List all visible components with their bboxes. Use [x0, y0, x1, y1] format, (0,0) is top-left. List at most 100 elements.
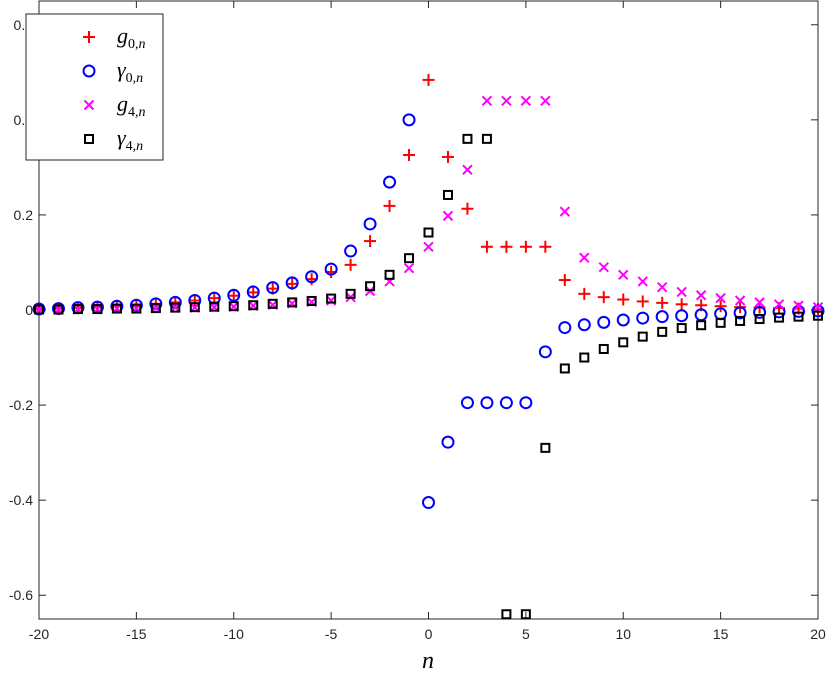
data-point [616, 313, 630, 327]
data-point [676, 323, 687, 334]
data-point [598, 262, 609, 273]
data-point [696, 320, 707, 331]
data-point [520, 609, 531, 620]
data-point [247, 286, 260, 299]
data-point [577, 318, 591, 332]
data-point [714, 300, 727, 313]
data-point [363, 217, 377, 231]
data-point [344, 244, 358, 258]
data-point [32, 302, 46, 316]
data-point [675, 309, 689, 323]
data-point [812, 301, 824, 313]
data-point [811, 304, 825, 318]
data-point [657, 326, 668, 337]
data-point [578, 287, 591, 300]
data-point [538, 345, 552, 359]
x-axis-label: n [422, 648, 434, 674]
data-point [228, 301, 239, 312]
data-point [462, 133, 473, 144]
data-point [227, 289, 240, 302]
data-point [442, 189, 453, 200]
data-point [715, 292, 726, 304]
data-point [501, 609, 512, 620]
series-1 [32, 113, 825, 510]
legend-marker [84, 134, 94, 144]
data-point [441, 150, 454, 163]
data-point [248, 300, 259, 311]
data-point [636, 311, 650, 325]
data-point [558, 274, 571, 287]
data-point [793, 300, 804, 311]
data-point [500, 240, 513, 253]
data-point [481, 95, 493, 107]
data-point [597, 291, 610, 304]
data-point [53, 304, 64, 315]
data-point [558, 321, 572, 335]
data-point [246, 285, 260, 299]
data-point [111, 303, 122, 314]
data-point [540, 95, 551, 107]
data-point [422, 496, 435, 510]
data-point [754, 297, 765, 308]
x-tick-label: 0 [425, 626, 433, 642]
data-point [734, 295, 746, 306]
y-tick-label: 0 [25, 302, 33, 318]
data-point [383, 175, 397, 189]
data-point [72, 304, 83, 315]
data-point [656, 296, 669, 309]
data-point [655, 310, 669, 324]
data-point [579, 352, 590, 363]
data-point [344, 258, 357, 271]
legend-marker [82, 64, 96, 78]
x-tick-label: -10 [224, 626, 244, 642]
data-point [306, 295, 317, 306]
data-point [597, 315, 611, 329]
data-point [365, 281, 376, 292]
data-point [637, 331, 648, 342]
data-point [636, 295, 649, 308]
data-point [519, 396, 533, 410]
data-point [403, 149, 416, 162]
data-point [793, 311, 804, 322]
legend-marker [83, 31, 95, 43]
data-point [499, 396, 513, 410]
data-point [209, 301, 220, 312]
series-3 [34, 133, 823, 620]
data-point [402, 113, 416, 127]
data-point [675, 298, 688, 311]
data-point [715, 317, 726, 328]
y-tick-label: -0.2 [9, 397, 33, 413]
data-point [773, 299, 785, 310]
data-point [676, 286, 687, 298]
legend-entry: γ4,n [117, 125, 143, 154]
data-point [422, 73, 435, 86]
data-point [423, 227, 434, 238]
data-point [733, 306, 747, 320]
data-point [189, 302, 200, 313]
x-tick-label: -20 [29, 626, 49, 642]
data-point [540, 442, 551, 453]
data-point [285, 276, 299, 290]
y-tick-label: -0.4 [9, 492, 33, 508]
data-point [618, 269, 629, 281]
legend-entry: γ0,n [117, 57, 143, 86]
data-point [92, 304, 103, 315]
data-point [735, 315, 746, 326]
data-point [345, 288, 356, 299]
data-point [753, 305, 767, 319]
x-tick-label: 20 [810, 626, 826, 642]
data-point [695, 290, 707, 301]
x-tick-label: 10 [615, 626, 631, 642]
data-point [598, 343, 609, 354]
data-point [637, 276, 648, 287]
data-point [34, 304, 44, 315]
data-point [364, 235, 377, 248]
data-point [131, 303, 142, 314]
data-point [188, 294, 201, 307]
x-tick-label: 5 [522, 626, 530, 642]
data-point [287, 297, 298, 308]
data-point [403, 262, 415, 274]
legend-box [25, 13, 164, 161]
data-point [480, 240, 493, 253]
